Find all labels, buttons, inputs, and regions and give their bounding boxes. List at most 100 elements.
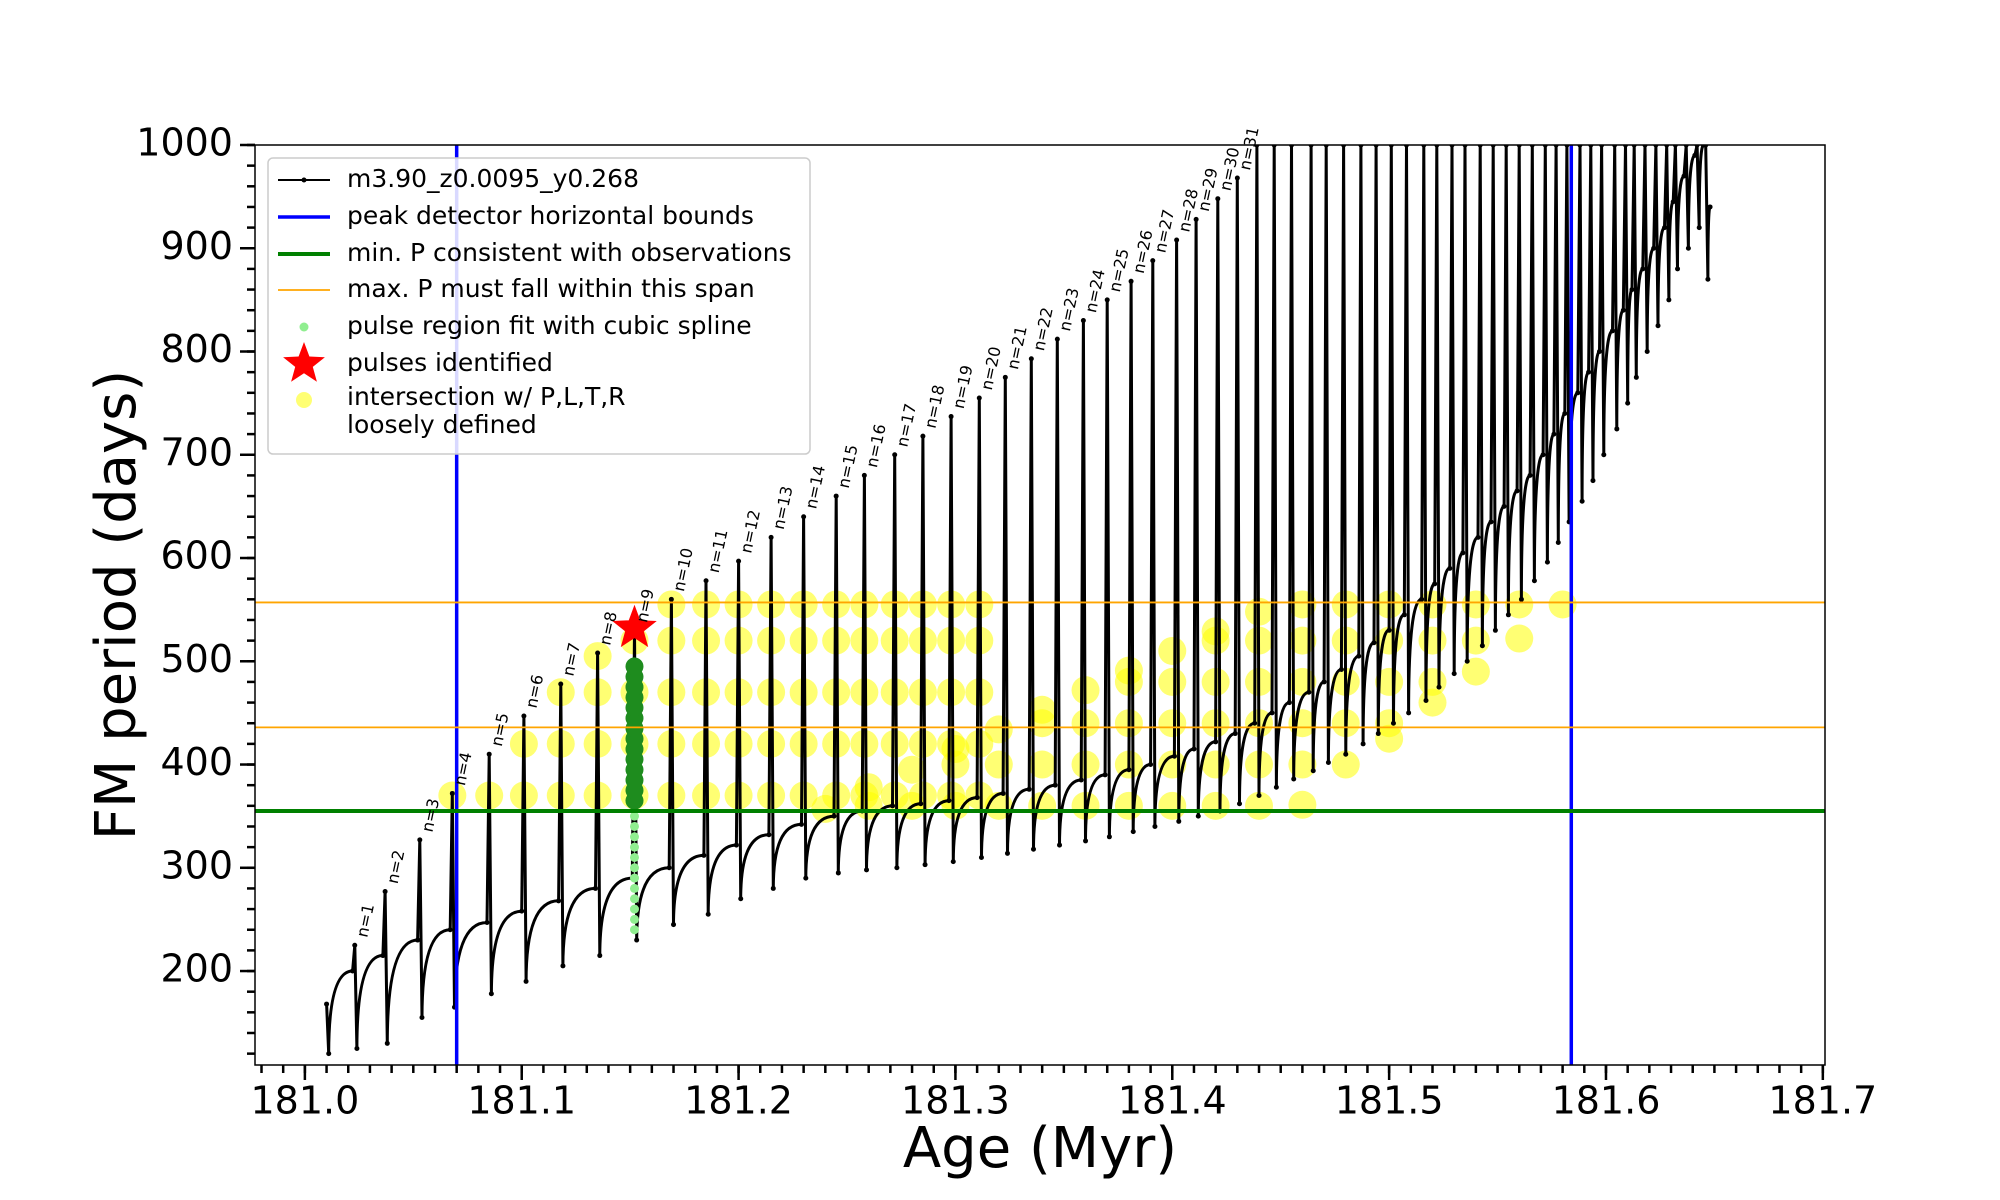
legend-label-line: loosely defined <box>347 410 537 439</box>
line-point <box>801 514 807 520</box>
line-point <box>1705 276 1711 282</box>
scatter-point <box>1114 791 1143 820</box>
line-point <box>738 896 744 902</box>
line-point <box>1004 850 1010 856</box>
scatter-point <box>1201 750 1230 779</box>
scatter-point <box>1418 626 1447 655</box>
legend-label: min. P consistent with observations <box>347 238 792 267</box>
line-point <box>671 922 677 928</box>
x-tick-label: 181.5 <box>1335 1079 1444 1123</box>
line-point <box>1551 431 1557 437</box>
line-point <box>890 803 896 809</box>
line-point <box>1644 349 1650 355</box>
line-point <box>1479 643 1485 649</box>
line-point <box>1562 410 1568 416</box>
line-point <box>417 837 423 843</box>
y-tick-label: 300 <box>160 843 233 887</box>
scatter-point <box>941 735 970 764</box>
pulse-label: n=17 <box>892 402 920 449</box>
line-point <box>1360 741 1366 747</box>
scatter-point <box>965 729 994 758</box>
scatter-point <box>629 863 639 873</box>
line-point <box>1306 689 1312 695</box>
line-point <box>1054 336 1060 342</box>
scatter-point <box>1461 657 1490 686</box>
pulse-label: n=15 <box>834 443 862 490</box>
x-tick-label: 181.2 <box>684 1079 793 1123</box>
line-point <box>1505 612 1511 618</box>
line-point <box>950 859 956 865</box>
y-tick-label: 200 <box>160 947 233 991</box>
line-point <box>384 1040 390 1046</box>
line-point <box>1662 225 1668 231</box>
legend-label: pulses identified <box>347 348 553 377</box>
line-point <box>768 534 774 540</box>
pulse-label: n=6 <box>522 673 548 710</box>
line-point <box>1325 759 1331 765</box>
star-marker <box>612 604 657 648</box>
scatter-point <box>880 729 909 758</box>
line-point <box>1321 679 1327 685</box>
scatter-point <box>629 842 639 852</box>
line-point <box>1492 627 1498 633</box>
line-point <box>1269 710 1275 716</box>
line-point <box>484 920 490 926</box>
line-point <box>1579 498 1585 504</box>
line-point <box>595 650 601 656</box>
line-point <box>488 991 494 997</box>
legend-label: pulse region fit with cubic spline <box>347 311 752 340</box>
legend-label: peak detector horizontal bounds <box>347 201 754 230</box>
pulse-label: n=2 <box>383 848 409 885</box>
pulse-label: n=31 <box>1235 125 1263 172</box>
line-point <box>705 911 711 917</box>
line-point <box>1586 369 1592 375</box>
line-point <box>1002 374 1008 380</box>
line-point <box>946 798 952 804</box>
scatter-point <box>629 821 639 831</box>
legend-label: max. P must fall within this span <box>347 274 755 303</box>
line-point <box>415 937 421 943</box>
line-point <box>1052 782 1058 788</box>
line-point <box>1575 390 1581 396</box>
line-point <box>861 472 867 478</box>
y-tick-label: 500 <box>160 637 233 681</box>
line-point <box>1406 710 1412 716</box>
scatter-point <box>908 729 937 758</box>
plot-area <box>324 145 1713 1057</box>
line-point <box>1475 534 1481 540</box>
scatter-point <box>629 852 639 862</box>
plot-frame <box>254 144 1826 1066</box>
pulse-label: n=10 <box>669 546 697 593</box>
pulse-label: n=9 <box>632 587 658 624</box>
pulse-label: n=24 <box>1081 267 1109 314</box>
line-point <box>1514 488 1520 494</box>
line-point <box>558 681 564 687</box>
line-point <box>382 889 388 895</box>
line-point <box>1128 278 1134 284</box>
line-point <box>1102 772 1108 778</box>
legend-label: intersection w/ P,L,T,R loosely defined <box>347 382 626 439</box>
line-point <box>1692 152 1698 158</box>
y-tick-label: 800 <box>160 327 233 371</box>
line-point <box>1451 671 1457 677</box>
line-point <box>1386 627 1392 633</box>
line-point <box>1191 746 1197 752</box>
y-tick-label: 600 <box>160 534 233 578</box>
line-point <box>1681 173 1687 179</box>
pulse-label: n=21 <box>1003 324 1031 371</box>
scatter-point <box>898 755 927 784</box>
line-point <box>864 867 870 873</box>
pulse-label: n=11 <box>704 528 732 575</box>
line-point <box>1237 801 1243 807</box>
scatter-point <box>1158 667 1187 696</box>
line-point <box>798 821 804 827</box>
scatter-point <box>1028 695 1057 724</box>
line-point <box>1544 559 1550 565</box>
line-point <box>1026 786 1032 792</box>
x-tick-label: 181.7 <box>1768 1079 1877 1123</box>
scatter-point <box>1288 790 1317 819</box>
line-point <box>1310 768 1316 774</box>
scatter-point <box>1418 667 1447 696</box>
legend-swatch <box>299 322 309 332</box>
line-point <box>350 968 356 974</box>
